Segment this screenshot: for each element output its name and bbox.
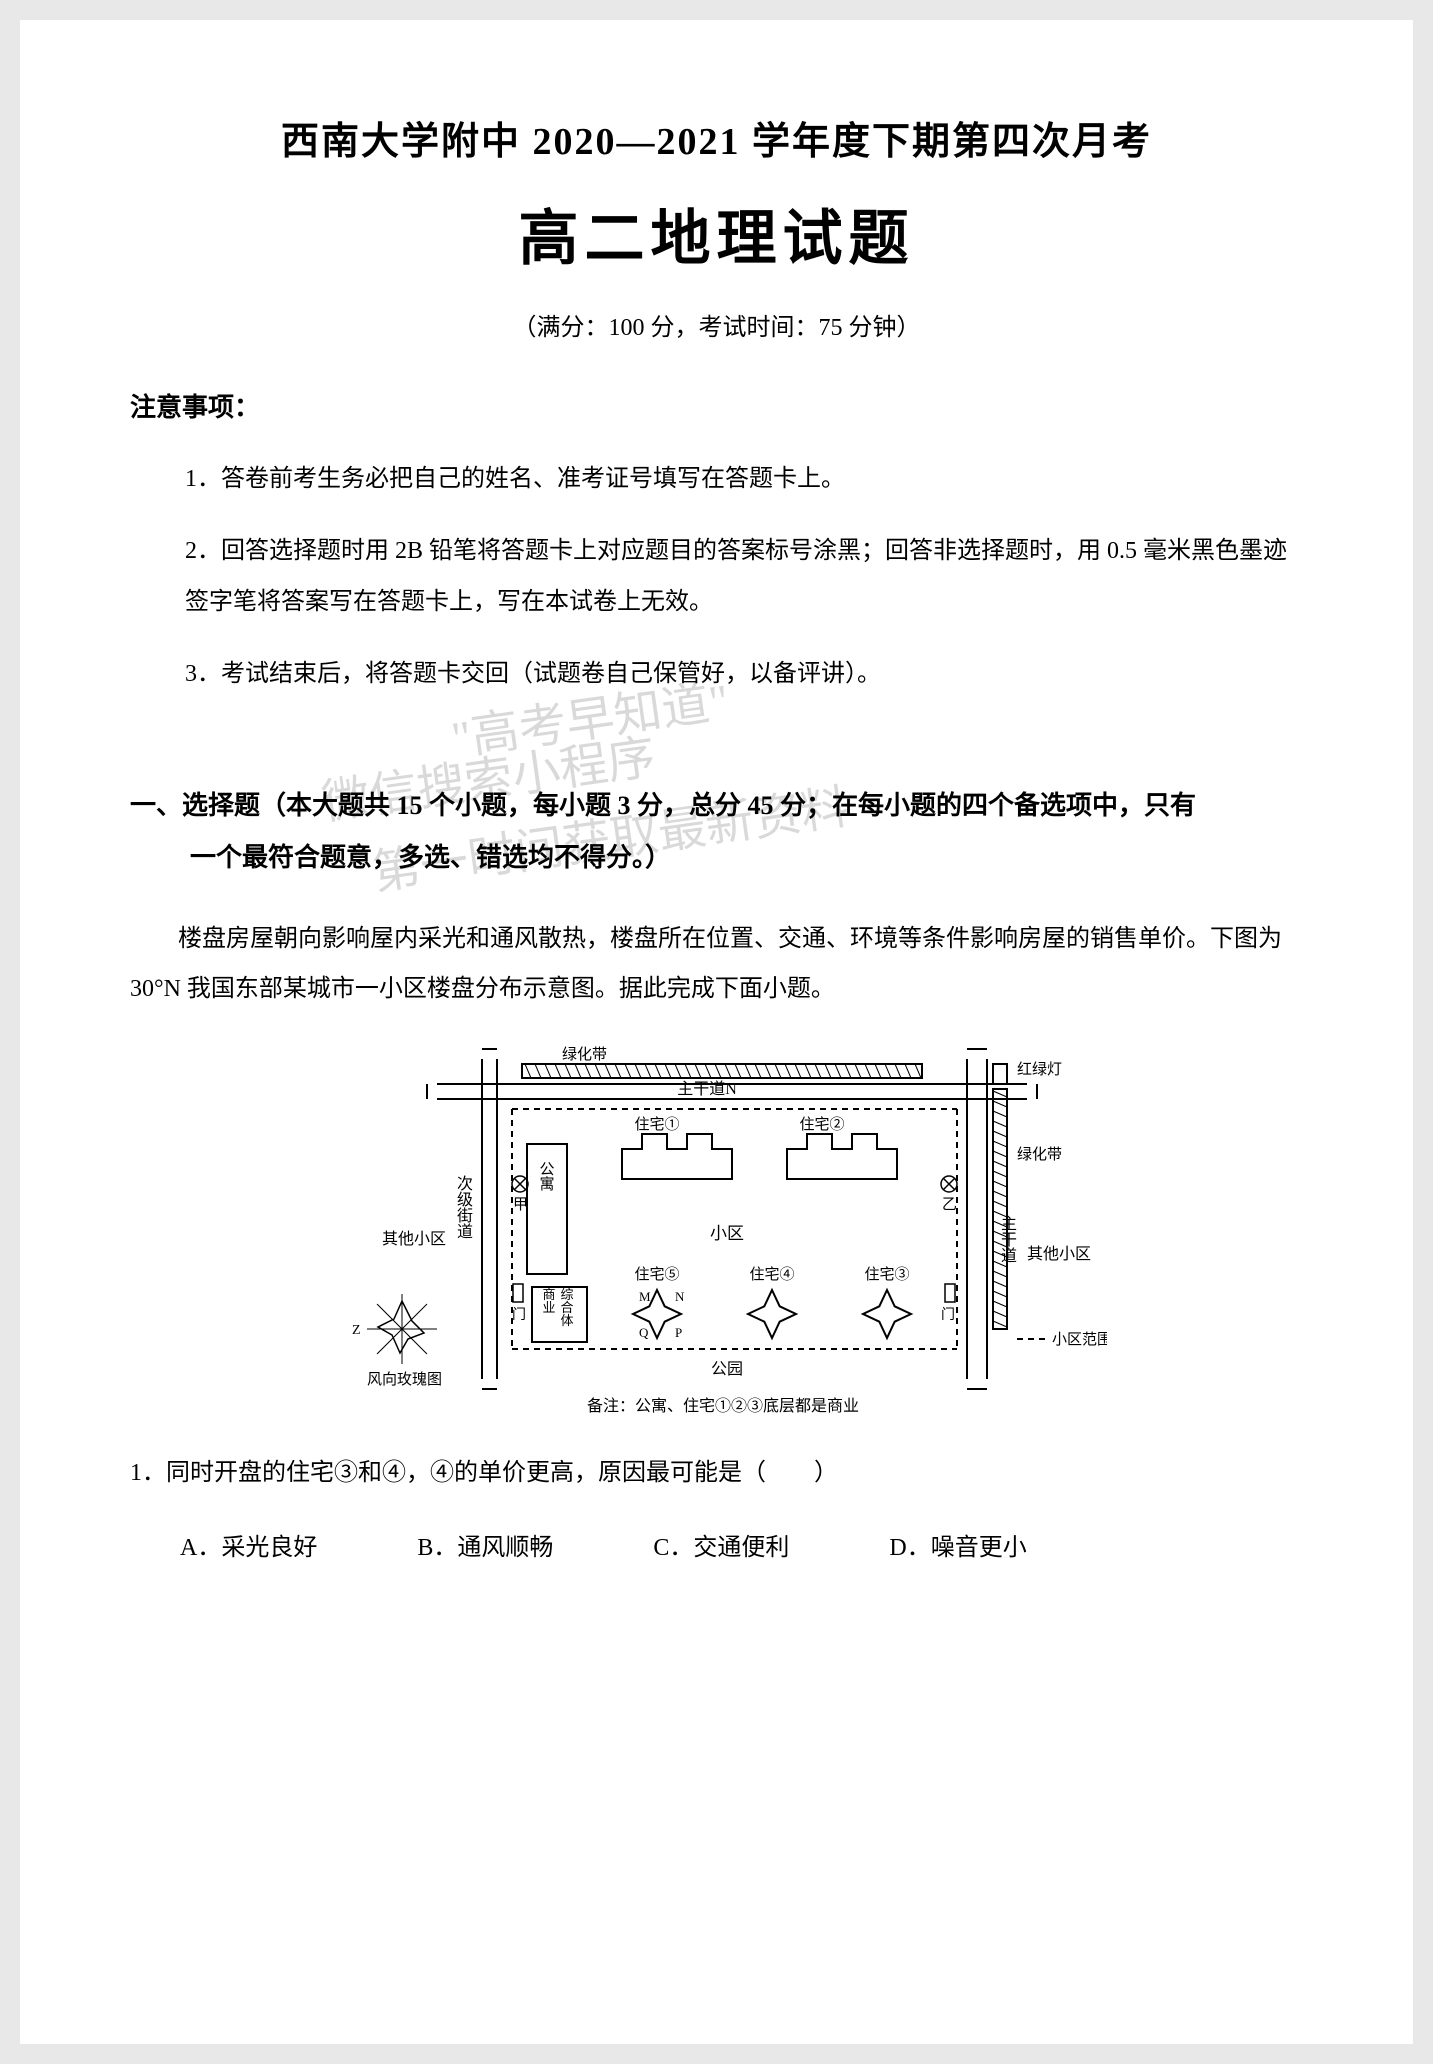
diagram-container: 绿化带主干道N绿化带红绿灯小区范围次级街道主干道其他小区其他小区公寓甲门乙门住宅… — [130, 1039, 1303, 1419]
svg-text:其他小区: 其他小区 — [1027, 1245, 1091, 1263]
svg-text:乙: 乙 — [942, 1197, 957, 1213]
option-A: A．采光良好 — [180, 1527, 317, 1562]
exam-info: （满分：100 分，考试时间：75 分钟） — [130, 307, 1303, 342]
section-1-heading: 一、选择题（本大题共 15 个小题，每小题 3 分，总分 45 分；在每小题的四… — [130, 780, 1303, 884]
svg-text:Q: Q — [639, 1325, 649, 1340]
notice-item-1: 1．答卷前考生务必把自己的姓名、准考证号填写在答题卡上。 — [185, 454, 1303, 504]
svg-text:门: 门 — [941, 1307, 955, 1323]
svg-text:主干道: 主干道 — [1000, 1215, 1016, 1265]
exam-page: 西南大学附中 2020—2021 学年度下期第四次月考 高二地理试题 （满分：1… — [20, 20, 1413, 2044]
svg-text:P: P — [675, 1325, 682, 1340]
svg-text:红绿灯: 红绿灯 — [1017, 1061, 1062, 1078]
option-B: B．通风顺畅 — [417, 1527, 553, 1562]
section-1-line1: 一、选择题（本大题共 15 个小题，每小题 3 分，总分 45 分；在每小题的四… — [130, 791, 1196, 820]
svg-text:公园: 公园 — [710, 1361, 742, 1378]
svg-text:住宅③: 住宅③ — [864, 1266, 909, 1283]
section-1-line2: 一个最符合题意，多选、错选均不得分。） — [190, 832, 1303, 884]
svg-text:M: M — [639, 1289, 651, 1304]
svg-text:住宅②: 住宅② — [799, 1116, 844, 1133]
svg-text:门: 门 — [512, 1307, 526, 1323]
school-exam-title: 西南大学附中 2020—2021 学年度下期第四次月考 — [130, 110, 1303, 165]
svg-text:小区: 小区 — [710, 1224, 744, 1243]
svg-text:备注：公寓、住宅①②③底层都是商业: 备注：公寓、住宅①②③底层都是商业 — [587, 1397, 859, 1415]
svg-text:商业: 商业 — [542, 1287, 555, 1315]
svg-text:住宅⑤: 住宅⑤ — [634, 1266, 679, 1283]
svg-text:次级街道: 次级街道 — [456, 1175, 472, 1241]
svg-text:小区范围: 小区范围 — [1052, 1331, 1107, 1348]
notice-item-3: 3．考试结束后，将答题卡交回（试题卷自己保管好，以备评讲）。 — [185, 649, 1303, 699]
option-D: D．噪音更小 — [889, 1527, 1026, 1562]
svg-text:甲: 甲 — [513, 1197, 528, 1213]
notice-item-2: 2．回答选择题时用 2B 铅笔将答题卡上对应题目的答案标号涂黑；回答非选择题时，… — [185, 526, 1303, 627]
passage-1: 楼盘房屋朝向影响屋内采光和通风散热，楼盘所在位置、交通、环境等条件影响房屋的销售… — [130, 914, 1303, 1015]
svg-text:风向玫瑰图: 风向玫瑰图 — [367, 1371, 442, 1388]
question-1-options: A．采光良好 B．通风顺畅 C．交通便利 D．噪音更小 — [180, 1527, 1303, 1562]
svg-text:公寓: 公寓 — [539, 1162, 554, 1193]
svg-text:绿化带: 绿化带 — [1017, 1146, 1062, 1163]
svg-text:绿化带: 绿化带 — [562, 1046, 607, 1063]
notice-heading: 注意事项： — [130, 387, 1303, 424]
option-C: C．交通便利 — [653, 1527, 789, 1562]
estate-diagram: 绿化带主干道N绿化带红绿灯小区范围次级街道主干道其他小区其他小区公寓甲门乙门住宅… — [327, 1039, 1107, 1419]
question-1: 1．同时开盘的住宅③和④，④的单价更高，原因最可能是（ ） — [130, 1449, 1303, 1497]
svg-text:N: N — [675, 1289, 685, 1304]
notice-list: 1．答卷前考生务必把自己的姓名、准考证号填写在答题卡上。 2．回答选择题时用 2… — [185, 454, 1303, 700]
svg-text:住宅④: 住宅④ — [749, 1266, 794, 1283]
subject-title: 高二地理试题 — [130, 190, 1303, 277]
svg-text:Z: Z — [352, 1323, 361, 1338]
svg-text:其他小区: 其他小区 — [382, 1230, 446, 1248]
svg-text:综合体: 综合体 — [560, 1287, 573, 1328]
svg-text:住宅①: 住宅① — [634, 1116, 679, 1133]
svg-text:主干道N: 主干道N — [677, 1080, 737, 1098]
